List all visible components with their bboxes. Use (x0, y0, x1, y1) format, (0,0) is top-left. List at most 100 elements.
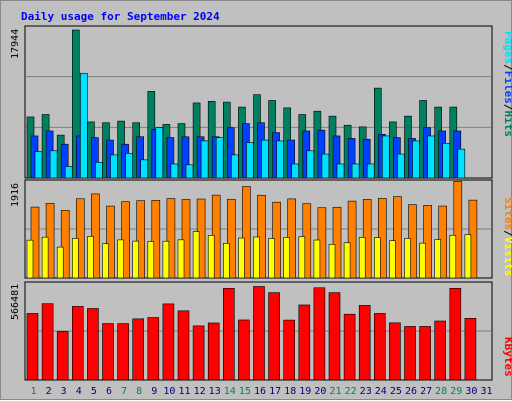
day-label: 11 (178, 386, 190, 397)
bar-visits-day-10 (166, 198, 176, 279)
bar-sites-day-4 (72, 238, 79, 279)
day-label: 5 (91, 386, 97, 397)
bar-pages-day-20 (321, 153, 330, 179)
bar-sites-day-13 (207, 235, 215, 279)
legend-part: / (502, 64, 512, 71)
bar-kbytes-day-25 (389, 322, 401, 381)
legend-part: / (502, 230, 512, 237)
bar-kbytes-day-8 (132, 318, 144, 381)
day-label: 29 (450, 386, 462, 397)
bar-sites-day-29 (449, 234, 457, 279)
day-label: 28 (435, 386, 447, 397)
bar-pages-day-12 (200, 140, 209, 179)
bar-kbytes-day-16 (253, 286, 265, 381)
bar-visits-day-6 (106, 205, 115, 279)
bar-kbytes-day-21 (328, 292, 341, 381)
day-label: 8 (136, 386, 142, 397)
bar-pages-day-3 (64, 166, 73, 179)
bar-visits-day-25 (393, 196, 402, 279)
day-label: 31 (480, 386, 492, 397)
bar-kbytes-day-20 (313, 287, 326, 381)
day-label: 22 (345, 386, 357, 397)
bar-sites-day-16 (253, 236, 260, 279)
top-axis-max: 17944 (10, 29, 21, 59)
bar-sites-day-3 (56, 246, 64, 279)
bar-sites-day-7 (117, 239, 124, 279)
bar-kbytes-day-3 (56, 331, 69, 381)
bar-pages-day-16 (261, 139, 269, 179)
bar-sites-day-25 (389, 240, 396, 279)
legend-part: Pages (502, 31, 512, 64)
bar-pages-day-1 (34, 151, 43, 179)
bar-kbytes-day-7 (117, 323, 129, 381)
bar-sites-day-24 (373, 237, 381, 279)
day-label: 3 (61, 386, 67, 397)
bar-kbytes-day-4 (72, 306, 84, 381)
bar-sites-day-27 (419, 242, 426, 279)
bar-sites-day-23 (358, 237, 366, 279)
day-label: 25 (390, 386, 402, 397)
bar-files-day-8 (136, 136, 144, 179)
bar-sites-day-17 (268, 238, 275, 279)
bar-sites-day-22 (343, 242, 351, 279)
bar-sites-day-6 (102, 243, 109, 279)
bar-pages-day-17 (276, 140, 284, 179)
bar-pages-day-23 (366, 163, 375, 179)
top-bars (26, 29, 466, 179)
bar-kbytes-day-26 (404, 326, 416, 381)
bar-kbytes-day-14 (223, 287, 235, 381)
bar-kbytes-day-15 (238, 319, 250, 381)
bar-files-day-14 (227, 127, 235, 179)
bar-visits-day-11 (181, 199, 191, 279)
day-label: 15 (239, 386, 251, 397)
day-label: 16 (254, 386, 266, 397)
bar-pages-day-24 (381, 135, 390, 179)
bar-kbytes-day-28 (434, 320, 447, 381)
bar-visits-day-21 (332, 206, 342, 279)
bar-hits-day-4 (72, 29, 80, 179)
bar-sites-day-14 (223, 243, 230, 279)
bar-hits-day-24 (373, 87, 382, 179)
bar-sites-day-9 (147, 241, 155, 279)
bar-kbytes-day-12 (192, 325, 205, 381)
bar-files-day-18 (287, 139, 296, 179)
legend-label: KBytes (502, 337, 512, 377)
bar-visits-day-8 (136, 200, 145, 279)
bar-pages-day-10 (170, 163, 179, 179)
bar-sites-day-26 (404, 238, 411, 279)
bar-kbytes-day-19 (298, 304, 311, 381)
bar-visits-day-29 (453, 181, 463, 279)
bar-sites-day-5 (87, 236, 94, 279)
bar-kbytes-day-2 (41, 303, 54, 381)
bar-pages-day-19 (306, 150, 315, 179)
bar-pages-day-15 (246, 142, 254, 179)
day-label: 14 (224, 386, 236, 397)
bar-pages-day-8 (140, 159, 148, 179)
bar-sites-day-30 (464, 234, 472, 279)
day-label: 17 (269, 386, 281, 397)
bar-files-day-10 (166, 137, 175, 179)
bar-visits-day-27 (423, 205, 432, 279)
day-label: 9 (151, 386, 157, 397)
bar-sites-day-28 (434, 239, 442, 279)
day-label: 2 (46, 386, 52, 397)
bar-kbytes-day-29 (449, 287, 462, 381)
bar-sites-day-15 (238, 237, 245, 279)
bar-pages-day-27 (427, 135, 435, 179)
legend-part: Hits (502, 111, 512, 138)
day-label: 27 (420, 386, 432, 397)
bar-pages-day-28 (442, 143, 451, 179)
bar-visits-day-14 (227, 198, 236, 279)
bar-sites-day-12 (192, 231, 200, 279)
chart-title: Daily usage for September 2024 (21, 10, 220, 23)
bar-pages-day-22 (351, 163, 360, 179)
bar-sites-day-11 (177, 239, 185, 279)
bar-visits-day-9 (151, 200, 161, 279)
bar-sites-day-1 (26, 239, 34, 279)
bar-files-day-5 (91, 137, 99, 179)
bar-kbytes-day-5 (87, 308, 99, 381)
day-label: 24 (375, 386, 387, 397)
day-label: 13 (209, 386, 221, 397)
bar-sites-day-21 (328, 243, 336, 279)
